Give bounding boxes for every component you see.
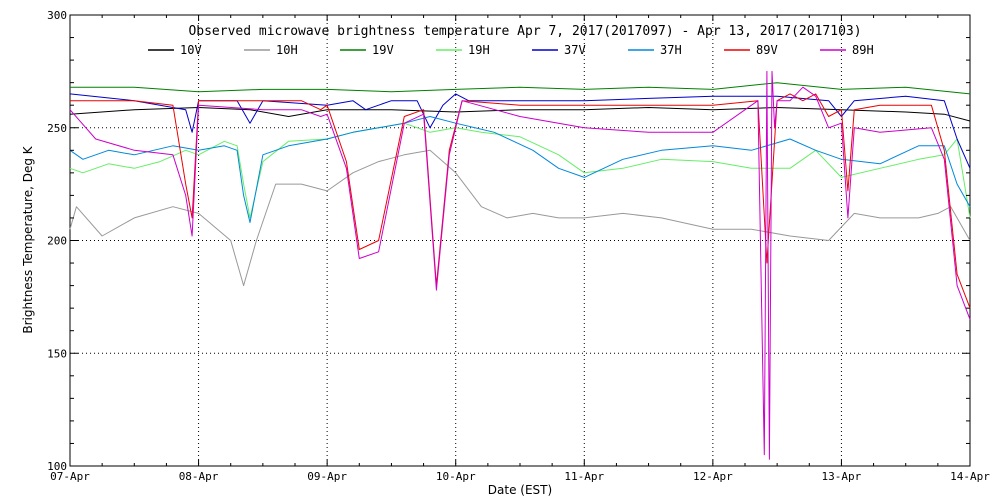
x-tick-label: 07-Apr: [50, 470, 90, 483]
x-tick-label: 10-Apr: [436, 470, 476, 483]
legend-label-89H: 89H: [852, 43, 874, 57]
series-line-19H: [69, 122, 971, 219]
series-line-10V: [69, 107, 971, 122]
y-axis-label: Brightness Temperature, Deg K: [21, 145, 35, 333]
x-tick-label: 09-Apr: [307, 470, 347, 483]
y-tick-label: 150: [47, 347, 67, 360]
x-tick-label: 08-Apr: [179, 470, 219, 483]
series-line-89V: [70, 93, 971, 309]
y-tick-label: 250: [47, 122, 67, 135]
x-tick-label: 12-Apr: [693, 470, 733, 483]
legend-label-89V: 89V: [756, 43, 778, 57]
y-tick-label: 100: [47, 460, 67, 473]
legend-label-19V: 19V: [372, 43, 394, 57]
series-line-10H: [69, 149, 971, 287]
x-axis-label: Date (EST): [488, 483, 552, 497]
y-tick-label: 200: [47, 235, 67, 248]
legend-label-10H: 10H: [276, 43, 298, 57]
x-tick-label: 14-Apr: [950, 470, 990, 483]
legend-label-37V: 37V: [564, 43, 586, 57]
ticks: 07-Apr 08-Apr 09-Apr 10-Apr 11-Apr 12-Apr 13-A…: [47, 9, 990, 483]
x-tick-label: 13-Apr: [822, 470, 862, 483]
series-lines: [69, 70, 971, 460]
legend-label-19H: 19H: [468, 43, 490, 57]
chart-title: Observed microwave brightness temperatur…: [188, 24, 861, 39]
legend-label-10V: 10V: [180, 43, 202, 57]
y-tick-label: 300: [47, 9, 67, 22]
series-line-37H: [69, 116, 971, 223]
x-tick-label: 11-Apr: [564, 470, 604, 483]
series-line-19V: [70, 82, 971, 95]
legend: 10V 10H 19V 19H 37V 37H 89V 89H: [148, 43, 874, 57]
series-line-89H: [69, 70, 971, 460]
plot-area: [69, 14, 971, 467]
legend-label-37H: 37H: [660, 43, 682, 57]
